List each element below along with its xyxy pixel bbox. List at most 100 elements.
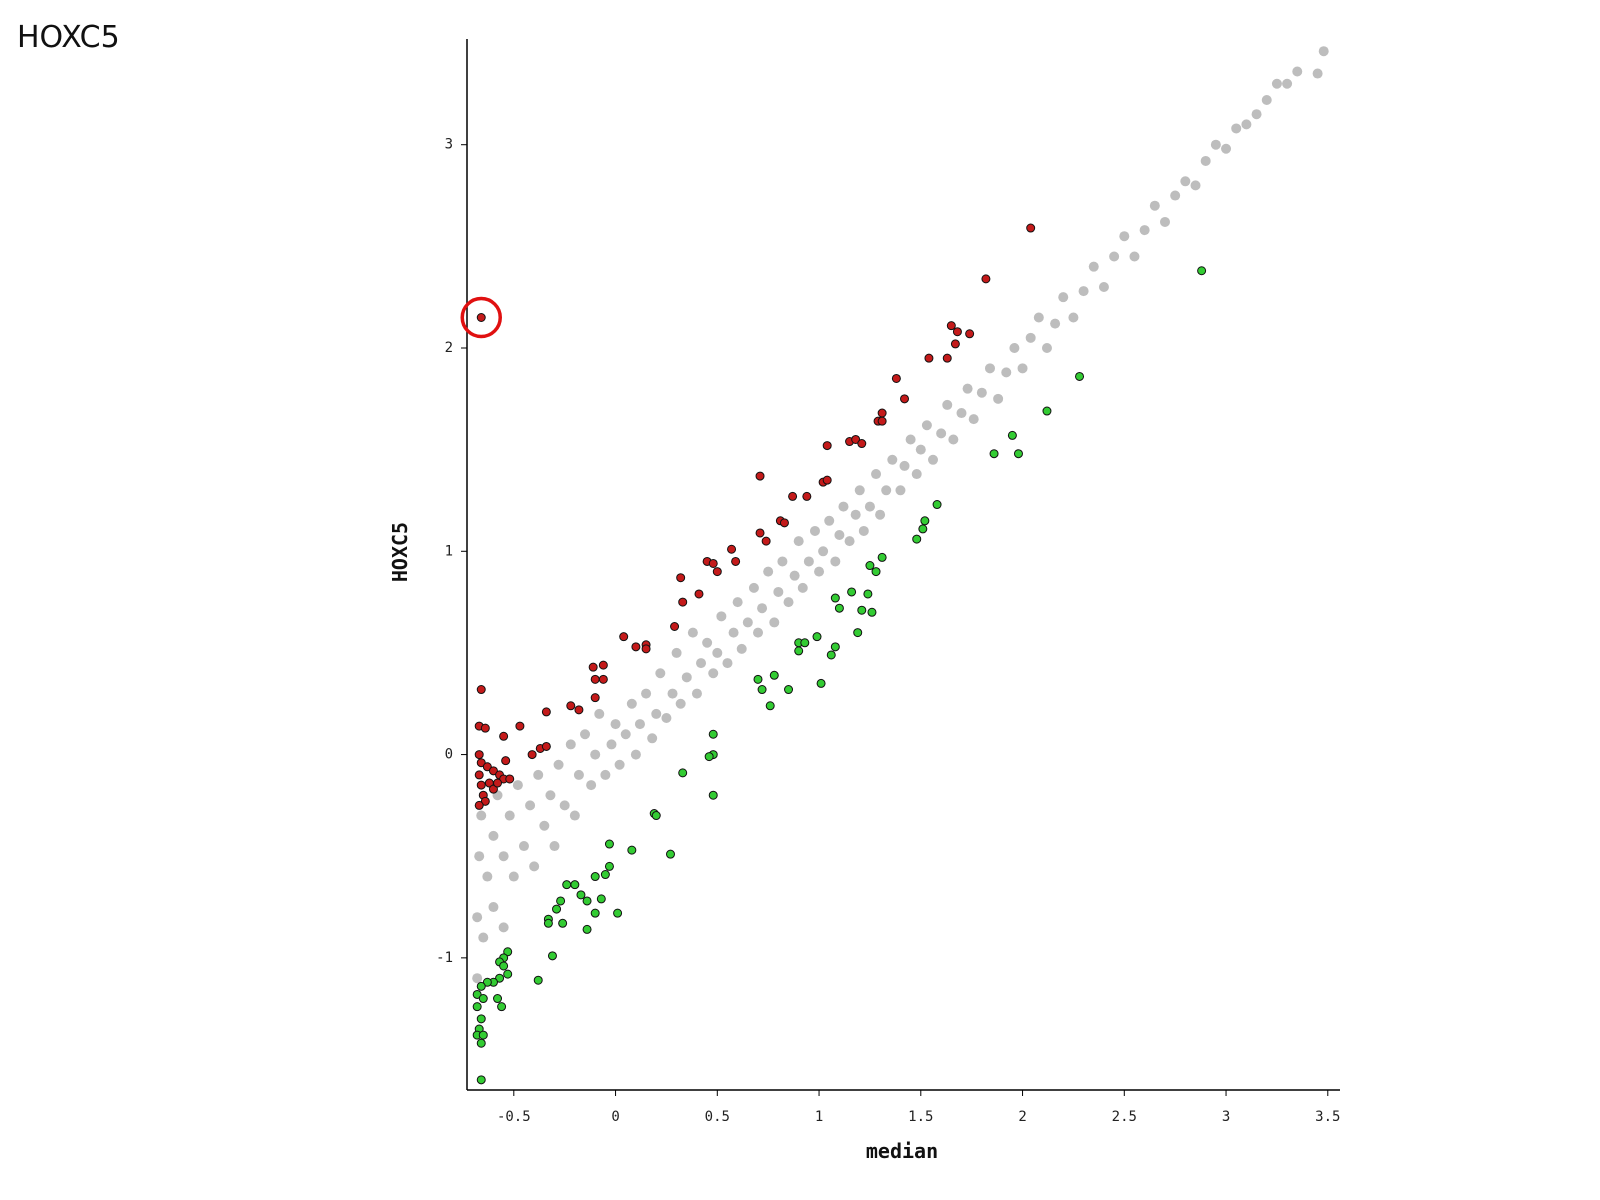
y-tick-label: 3	[445, 137, 453, 153]
point	[576, 890, 586, 900]
point	[634, 719, 645, 730]
point	[543, 918, 553, 928]
point	[948, 434, 959, 445]
point	[488, 830, 499, 841]
point	[606, 739, 617, 750]
point	[1025, 332, 1036, 343]
point	[1197, 266, 1207, 276]
point	[474, 770, 484, 780]
point	[474, 800, 484, 810]
point	[783, 597, 794, 608]
point	[614, 759, 625, 770]
point	[844, 536, 855, 547]
point	[928, 454, 939, 465]
point	[512, 780, 523, 791]
point	[627, 845, 637, 855]
point	[691, 688, 702, 699]
point	[651, 708, 662, 719]
point	[476, 1038, 486, 1048]
point	[1068, 312, 1079, 323]
point	[822, 441, 832, 451]
point	[950, 339, 960, 349]
point	[545, 790, 556, 801]
point	[675, 698, 686, 709]
point	[936, 428, 947, 439]
point	[761, 536, 771, 546]
point	[553, 759, 564, 770]
point	[525, 800, 536, 811]
point	[834, 603, 844, 613]
x-tick-label: 3	[1222, 1109, 1230, 1125]
point	[1180, 176, 1191, 187]
point	[1033, 312, 1044, 323]
point	[476, 981, 486, 991]
highlight-ring	[460, 296, 502, 339]
point	[562, 880, 572, 890]
point	[851, 434, 861, 444]
point	[1200, 155, 1211, 166]
point	[712, 647, 723, 658]
x-tick-label: 0	[611, 1109, 619, 1125]
x-tick-label: 2.5	[1112, 1109, 1137, 1125]
point	[478, 994, 488, 1004]
point	[857, 605, 867, 615]
point	[1017, 363, 1028, 374]
point	[1271, 78, 1282, 89]
point	[773, 586, 784, 597]
point	[518, 841, 529, 852]
point	[834, 530, 845, 541]
point	[474, 851, 485, 862]
point	[765, 701, 775, 711]
point	[1058, 292, 1069, 303]
point	[728, 627, 739, 638]
point	[857, 439, 867, 449]
point	[503, 947, 513, 957]
point	[488, 784, 498, 794]
point	[1078, 286, 1089, 297]
point	[665, 849, 675, 859]
point	[1013, 449, 1023, 459]
point	[824, 515, 835, 526]
point	[681, 672, 692, 683]
point	[687, 627, 698, 638]
point	[727, 544, 737, 554]
point	[748, 582, 759, 593]
point	[1041, 342, 1052, 353]
point	[871, 567, 881, 577]
point	[946, 321, 956, 331]
point	[708, 558, 718, 568]
point	[472, 912, 483, 923]
point	[604, 861, 614, 871]
point	[598, 674, 608, 684]
point	[918, 524, 928, 534]
x-tick-label: 1.5	[908, 1109, 933, 1125]
point	[630, 749, 641, 760]
point	[830, 593, 840, 603]
point	[619, 632, 629, 642]
point	[920, 516, 930, 526]
x-axis-label: median	[866, 1139, 938, 1163]
point	[482, 977, 492, 987]
point	[854, 485, 865, 496]
point	[952, 327, 962, 337]
point	[968, 414, 979, 425]
y-tick-label: 0	[445, 747, 453, 763]
point	[800, 638, 810, 648]
point	[1009, 342, 1020, 353]
point	[556, 896, 566, 906]
point	[598, 660, 608, 670]
point	[794, 646, 804, 656]
point	[476, 1014, 486, 1024]
point	[474, 750, 484, 760]
point	[590, 693, 600, 703]
point	[956, 408, 967, 419]
point	[676, 573, 686, 583]
point	[784, 685, 794, 695]
point	[667, 688, 678, 699]
point	[993, 393, 1004, 404]
point	[731, 556, 741, 566]
point	[858, 525, 869, 536]
point	[912, 534, 922, 544]
point	[478, 1030, 488, 1040]
